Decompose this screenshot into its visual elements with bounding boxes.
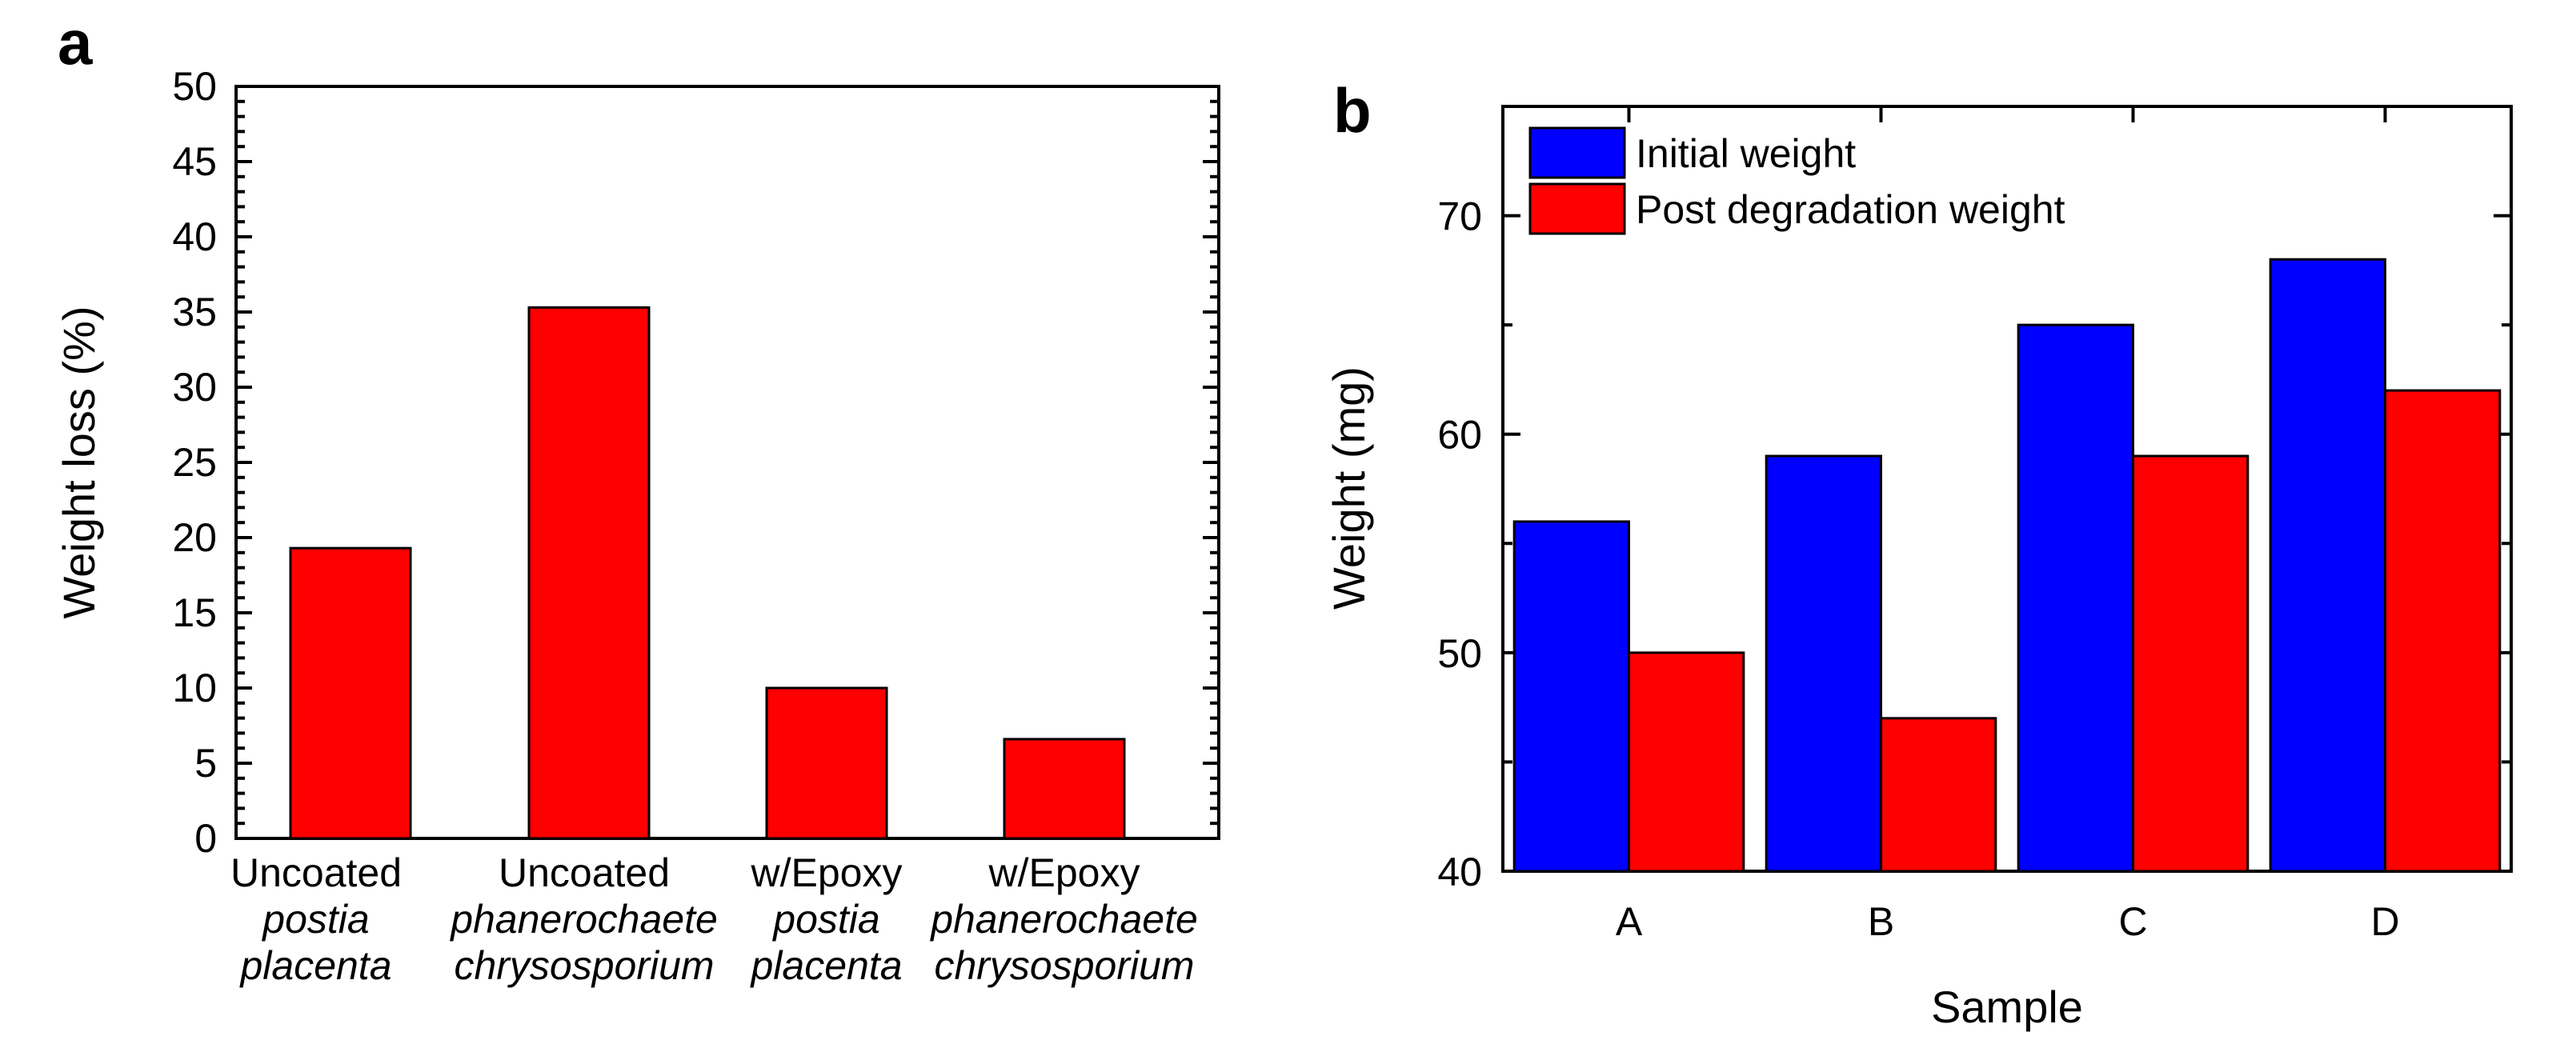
panel-b-plot-frame	[1501, 105, 2513, 873]
panel-a-category-label: w/Epoxy	[988, 850, 1140, 895]
panel-a-y-ticks: 0 5 10 15 20 25 30 35 40 45 50	[172, 64, 1219, 861]
panel-b: b 40 50 60 70 A B C D Initial weight Post degr…	[1324, 75, 2513, 1032]
panel-a-category-label: w/Epoxy	[751, 850, 903, 895]
panel-b-bar-initial-C	[2017, 323, 2135, 873]
legend-label-post-degradation-weight: Post degradation weight	[1636, 187, 2065, 232]
panel-b-letter: b	[1333, 75, 1372, 146]
panel-a-category-labels: UncoatedpostiaplacentaUncoatedphanerocha…	[230, 850, 1198, 988]
panel-a-bar-3	[1003, 738, 1126, 840]
panel-a-y-tick-label: 40	[172, 214, 217, 259]
legend-label-initial-weight: Initial weight	[1636, 131, 1856, 176]
panel-a-category-label: postia	[261, 897, 369, 942]
panel-a-bar-1	[527, 306, 651, 840]
panel-a-bar-2	[765, 686, 888, 840]
panel-a-y-tick-label: 25	[172, 440, 217, 485]
panel-a-y-tick-label: 30	[172, 365, 217, 410]
panel-a-y-tick-label: 5	[194, 741, 217, 786]
panel-a-y-tick-label: 15	[172, 590, 217, 635]
panel-b-bar-initial-D	[2269, 258, 2387, 873]
legend-swatch-post-degradation-weight	[1528, 182, 1626, 235]
panel-b-bar-post-D	[2384, 389, 2502, 873]
panel-a-category-label: Uncoated	[499, 850, 670, 895]
panel-a-category-label: phanerochaete	[929, 897, 1198, 942]
panel-b-category-label: A	[1616, 899, 1643, 944]
panel-a-category-label: placenta	[749, 943, 902, 988]
panel-b-category-label: D	[2370, 899, 2399, 944]
panel-b-y-tick-label: 50	[1437, 631, 1482, 676]
panel-b-legend: Initial weight Post degradation weight	[1528, 126, 2065, 235]
panel-a-category-label: postia	[771, 897, 879, 942]
panel-a-y-tick-label: 45	[172, 139, 217, 184]
panel-b-category-labels: A B C D	[1616, 899, 2400, 944]
panel-a-category-label: chrysosporium	[934, 943, 1194, 988]
panel-b-bar-post-C	[2132, 454, 2249, 873]
panel-b-y-tick-label: 40	[1437, 850, 1482, 894]
panel-a-y-tick-label: 20	[172, 515, 217, 560]
panel-a-category-label: phanerochaete	[449, 897, 718, 942]
panel-a-y-axis-title: Weight loss (%)	[54, 306, 104, 618]
panel-b-bar-post-B	[1880, 717, 1997, 873]
panel-a-bar-0	[289, 546, 412, 840]
panel-a-y-tick-label: 0	[194, 816, 217, 861]
panel-b-bar-post-A	[1628, 651, 1745, 873]
panel-a-y-tick-label: 50	[172, 64, 217, 109]
panel-b-y-axis-title: Weight (mg)	[1324, 366, 1374, 610]
panel-b-y-tick-label: 70	[1437, 194, 1482, 239]
panel-b-category-label: B	[1868, 899, 1894, 944]
panel-b-y-tick-label: 60	[1437, 413, 1482, 458]
panel-a-y-tick-label: 10	[172, 666, 217, 710]
panel-a-letter: a	[58, 7, 93, 78]
panel-b-bar-initial-B	[1765, 454, 1883, 873]
panel-b-x-axis-title: Sample	[1931, 982, 2083, 1032]
panel-a-category-label: chrysosporium	[454, 943, 714, 988]
panel-a-y-tick-label: 35	[172, 290, 217, 334]
panel-a-category-label: placenta	[238, 943, 391, 988]
panel-a-bars	[289, 306, 1126, 840]
legend-swatch-initial-weight	[1528, 126, 1626, 179]
panel-b-bars	[1512, 258, 2502, 873]
panel-b-category-label: C	[2118, 899, 2147, 944]
panel-a-category-label: Uncoated	[230, 850, 402, 895]
panel-b-bar-initial-A	[1512, 520, 1631, 873]
